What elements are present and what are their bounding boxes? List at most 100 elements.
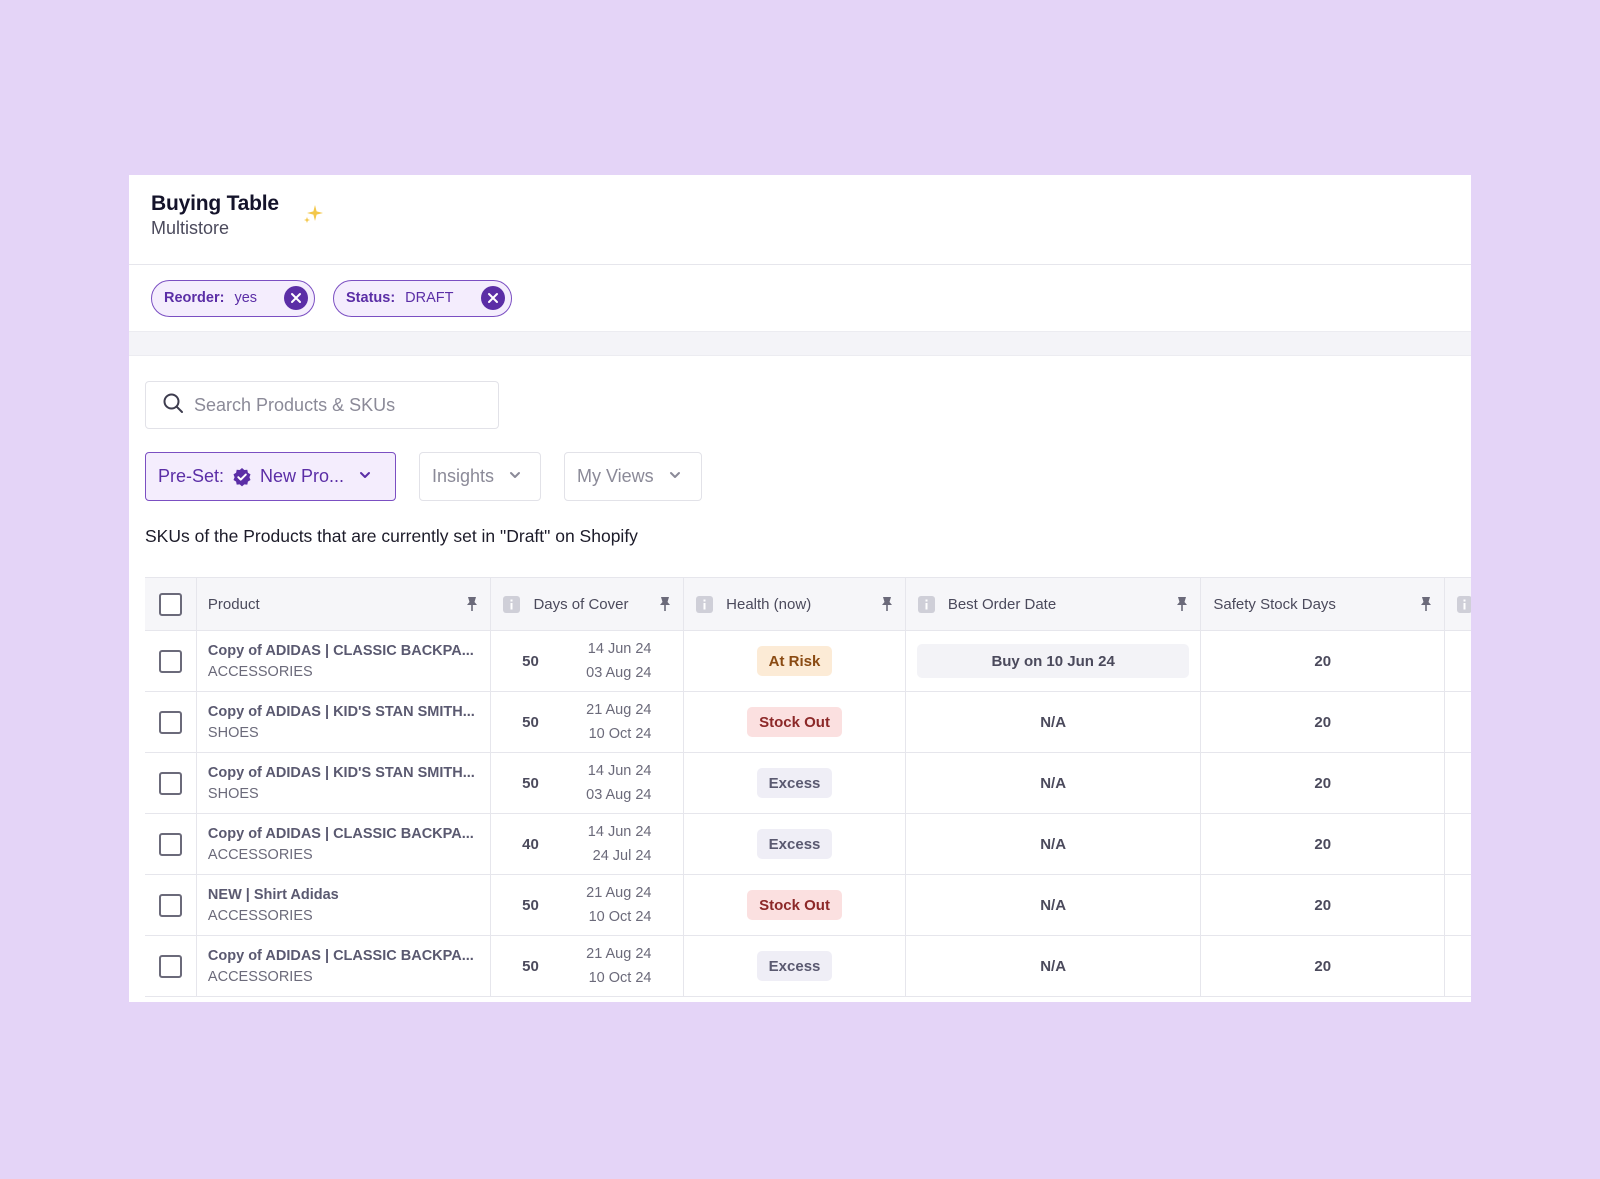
my-views-dropdown[interactable]: My Views xyxy=(564,452,702,501)
best-order-value: N/A xyxy=(1040,713,1067,731)
next-column-cell xyxy=(1445,814,1471,874)
health-cell: Stock Out xyxy=(684,875,906,935)
product-cell[interactable]: NEW | Shirt Adidas ACCESSORIES xyxy=(197,875,492,935)
cover-date-from: 21 Aug 24 xyxy=(586,885,652,901)
days-of-cover-value: 50 xyxy=(522,713,539,731)
search-box[interactable] xyxy=(145,381,499,429)
row-select-cell xyxy=(145,631,197,691)
safety-stock-cell: 20 xyxy=(1201,814,1446,874)
chevron-down-icon xyxy=(358,466,372,487)
pin-icon[interactable] xyxy=(659,596,671,616)
best-order-cell: N/A xyxy=(906,936,1202,996)
cover-date-from: 14 Jun 24 xyxy=(587,641,652,657)
view-toolbar: Pre-Set: New Pro... Insights My Views xyxy=(145,452,702,501)
info-icon[interactable] xyxy=(1457,595,1471,613)
row-checkbox[interactable] xyxy=(158,649,182,673)
product-name[interactable]: NEW | Shirt Adidas xyxy=(207,886,339,903)
filter-key: Status: xyxy=(346,290,396,306)
cover-date-from: 14 Jun 24 xyxy=(587,824,652,840)
safety-stock-value: 20 xyxy=(1314,713,1332,731)
row-select-cell xyxy=(145,875,197,935)
cover-date-to: 10 Oct 24 xyxy=(588,726,652,742)
best-order-value[interactable]: Buy on 10 Jun 24 xyxy=(916,644,1190,678)
row-checkbox[interactable] xyxy=(158,832,182,856)
table-row[interactable]: Copy of ADIDAS | KID'S STAN SMITH... SHO… xyxy=(145,692,1471,753)
health-badge: At Risk xyxy=(756,646,833,676)
insights-dropdown[interactable]: Insights xyxy=(419,452,541,501)
filter-value: yes xyxy=(234,290,258,306)
info-icon[interactable] xyxy=(917,595,935,613)
filter-chip-status[interactable]: Status: DRAFT xyxy=(333,279,512,317)
table-row[interactable]: Copy of ADIDAS | CLASSIC BACKPA... ACCES… xyxy=(145,936,1471,997)
close-icon[interactable] xyxy=(481,286,505,310)
cover-date-range: 21 Aug 24 10 Oct 24 xyxy=(569,942,651,990)
product-cell[interactable]: Copy of ADIDAS | KID'S STAN SMITH... SHO… xyxy=(197,753,492,813)
health-badge: Excess xyxy=(756,768,833,798)
best-order-cell: N/A xyxy=(906,692,1202,752)
table-row[interactable]: Copy of ADIDAS | KID'S STAN SMITH... SHO… xyxy=(145,753,1471,814)
table-row[interactable]: Copy of ADIDAS | CLASSIC BACKPA... ACCES… xyxy=(145,814,1471,875)
column-header-days-of-cover[interactable]: Days of Cover xyxy=(491,578,685,630)
product-name[interactable]: Copy of ADIDAS | CLASSIC BACKPA... xyxy=(207,947,474,964)
cover-date-to: 03 Aug 24 xyxy=(586,665,652,681)
pin-icon[interactable] xyxy=(1176,596,1188,616)
product-cell[interactable]: Copy of ADIDAS | KID'S STAN SMITH... SHO… xyxy=(197,692,492,752)
column-header-health[interactable]: Health (now) xyxy=(684,578,906,630)
search-input[interactable] xyxy=(194,394,474,416)
health-badge: Stock Out xyxy=(747,707,842,737)
safety-stock-value: 20 xyxy=(1314,652,1332,670)
column-header-next[interactable] xyxy=(1445,578,1471,630)
column-label: Health (now) xyxy=(726,595,812,613)
section-divider xyxy=(129,332,1471,356)
days-of-cover-cell: 50 21 Aug 24 10 Oct 24 xyxy=(491,692,685,752)
safety-stock-cell: 20 xyxy=(1201,936,1446,996)
select-all-cell xyxy=(145,578,197,630)
product-cell[interactable]: Copy of ADIDAS | CLASSIC BACKPA... ACCES… xyxy=(197,631,492,691)
table-row[interactable]: Copy of ADIDAS | CLASSIC BACKPA... ACCES… xyxy=(145,631,1471,692)
cover-date-to: 10 Oct 24 xyxy=(588,909,652,925)
product-cell[interactable]: Copy of ADIDAS | CLASSIC BACKPA... ACCES… xyxy=(197,936,492,996)
row-checkbox[interactable] xyxy=(158,954,182,978)
table-body: Copy of ADIDAS | CLASSIC BACKPA... ACCES… xyxy=(145,631,1471,997)
row-checkbox[interactable] xyxy=(158,710,182,734)
table-row[interactable]: NEW | Shirt Adidas ACCESSORIES 50 21 Aug… xyxy=(145,875,1471,936)
product-category: ACCESSORIES xyxy=(207,968,313,985)
cover-date-range: 21 Aug 24 10 Oct 24 xyxy=(569,698,651,746)
filter-chip-reorder[interactable]: Reorder: yes xyxy=(151,279,315,317)
product-cell[interactable]: Copy of ADIDAS | CLASSIC BACKPA... ACCES… xyxy=(197,814,492,874)
days-of-cover-value: 50 xyxy=(522,652,539,670)
product-name[interactable]: Copy of ADIDAS | KID'S STAN SMITH... xyxy=(207,764,475,781)
safety-stock-value: 20 xyxy=(1314,957,1332,975)
cover-date-to: 24 Jul 24 xyxy=(592,848,652,864)
pin-icon[interactable] xyxy=(1420,596,1432,616)
cover-date-to: 03 Aug 24 xyxy=(586,787,652,803)
preset-dropdown[interactable]: Pre-Set: New Pro... xyxy=(145,452,396,501)
row-checkbox[interactable] xyxy=(158,771,182,795)
info-icon[interactable] xyxy=(696,595,714,613)
column-label: Days of Cover xyxy=(533,595,629,613)
health-badge: Excess xyxy=(756,951,833,981)
days-of-cover-cell: 50 14 Jun 24 03 Aug 24 xyxy=(491,753,685,813)
info-icon[interactable] xyxy=(503,595,521,613)
pin-icon[interactable] xyxy=(466,596,478,616)
safety-stock-cell: 20 xyxy=(1201,875,1446,935)
column-header-product[interactable]: Product xyxy=(197,578,492,630)
column-header-safety-stock-days[interactable]: Safety Stock Days xyxy=(1201,578,1445,630)
pin-icon[interactable] xyxy=(881,596,893,616)
next-column-cell xyxy=(1445,692,1471,752)
my-views-label: My Views xyxy=(577,466,654,486)
column-label: Product xyxy=(207,595,260,613)
safety-stock-value: 20 xyxy=(1314,835,1332,853)
row-checkbox[interactable] xyxy=(158,893,182,917)
buying-table-panel: Buying Table Multistore Reorder: yes Sta… xyxy=(129,175,1471,1002)
sparkle-icon[interactable] xyxy=(301,203,325,232)
product-name[interactable]: Copy of ADIDAS | CLASSIC BACKPA... xyxy=(207,642,474,659)
product-name[interactable]: Copy of ADIDAS | CLASSIC BACKPA... xyxy=(207,825,474,842)
product-name[interactable]: Copy of ADIDAS | KID'S STAN SMITH... xyxy=(207,703,475,720)
column-header-best-order-date[interactable]: Best Order Date xyxy=(906,578,1202,630)
row-select-cell xyxy=(145,814,197,874)
best-order-value: N/A xyxy=(1040,896,1067,914)
select-all-checkbox[interactable] xyxy=(158,592,182,616)
product-category: ACCESSORIES xyxy=(207,846,313,863)
close-icon[interactable] xyxy=(284,286,308,310)
